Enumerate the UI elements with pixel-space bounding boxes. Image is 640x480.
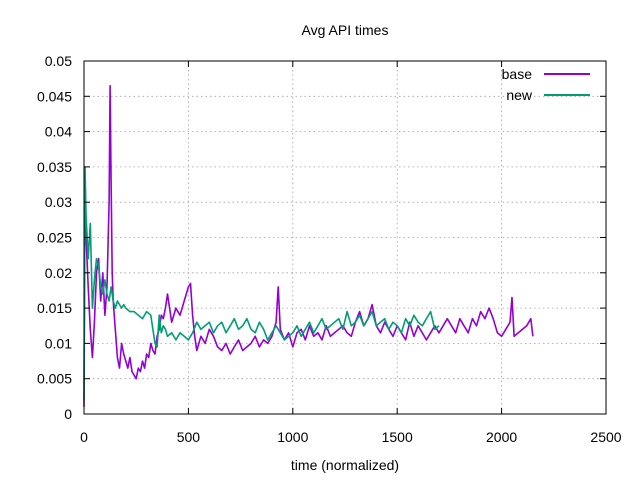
x-tick-label: 1000 xyxy=(277,429,308,445)
y-tick-label: 0.01 xyxy=(45,335,72,351)
y-tick-label: 0.04 xyxy=(45,124,72,140)
y-tick-label: 0.045 xyxy=(37,88,72,104)
legend-label-new: new xyxy=(506,87,533,103)
y-tick-label: 0.05 xyxy=(45,53,72,69)
grid-layer xyxy=(84,61,606,414)
x-tick-label: 0 xyxy=(80,429,88,445)
y-tick-label: 0.025 xyxy=(37,230,72,246)
tick-layer: 0 0.005 0.01 0.015 0.02 0.025 0.03 0.035 0.04 0.0… xyxy=(37,53,622,445)
series-line-base xyxy=(83,84,534,407)
series-line-new xyxy=(83,166,440,400)
y-tick-label: 0.02 xyxy=(45,265,72,281)
y-tick-label: 0.005 xyxy=(37,371,72,387)
chart-title: Avg API times xyxy=(302,22,389,38)
y-tick-label: 0 xyxy=(64,406,72,422)
y-tick-label: 0.03 xyxy=(45,194,72,210)
y-tick-label: 0.015 xyxy=(37,300,72,316)
x-tick-label: 2000 xyxy=(486,429,517,445)
x-tick-label: 500 xyxy=(177,429,201,445)
legend-label-base: base xyxy=(502,66,533,82)
x-tick-label: 2500 xyxy=(590,429,621,445)
x-axis-label: time (normalized) xyxy=(291,457,399,473)
legend: base new xyxy=(502,66,590,103)
x-tick-label: 1500 xyxy=(382,429,413,445)
series-layer xyxy=(83,84,534,407)
y-tick-label: 0.035 xyxy=(37,159,72,175)
